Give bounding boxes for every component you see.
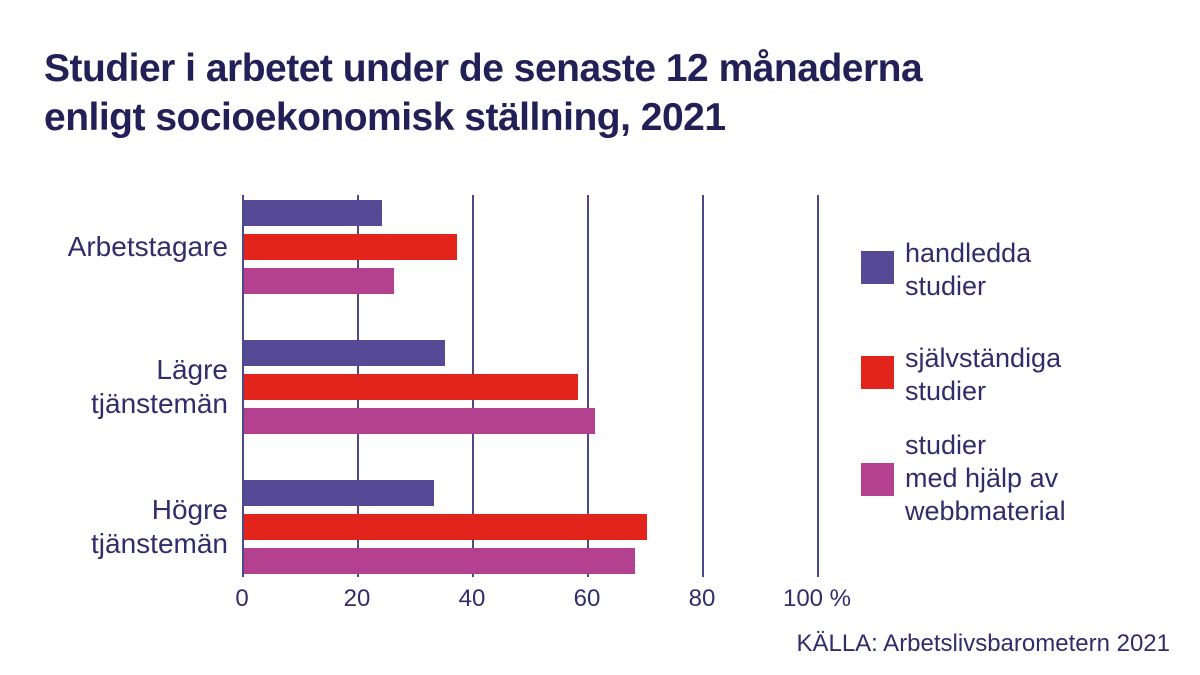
legend-label-line: studier <box>905 271 987 301</box>
x-tick-label-20: 20 <box>343 585 371 612</box>
chart-title-line1: Studier i arbetet under de senaste 12 må… <box>44 47 923 90</box>
legend-label-line: webbmaterial <box>905 496 1066 526</box>
legend-swatch-pink <box>861 463 894 496</box>
legend-swatch-red <box>861 356 894 389</box>
x-tick-label-40: 40 <box>458 585 486 612</box>
gridline-0 <box>242 195 244 577</box>
gridline-80 <box>702 195 704 577</box>
chart-title: Studier i arbetet under de senaste 12 må… <box>44 44 1164 142</box>
source-caption: KÄLLA: Arbetslivsbarometern 2021 <box>796 630 1170 657</box>
bar-handledda-högre-tjänstemän <box>244 480 434 506</box>
x-tick-label-60: 60 <box>573 585 601 612</box>
legend-label-line: studier <box>905 430 987 460</box>
bar-studier-lägre-tjänstemän <box>244 408 595 434</box>
bar-studier-arbetstagare <box>244 268 394 294</box>
legend-label-line: med hjälp av <box>905 463 1059 493</box>
x-tick-label-80: 80 <box>688 585 716 612</box>
legend-label-line: självständiga <box>905 343 1062 373</box>
legend-label-handledda: handledda studier <box>905 237 1031 303</box>
legend-label-självständiga: självständiga studier <box>905 342 1061 408</box>
legend-swatch-purple <box>861 251 894 284</box>
gridline-100 <box>817 195 819 577</box>
legend-label-line: handledda <box>905 238 1032 268</box>
category-label-högre-tjänstemän: Högre tjänstemän <box>91 494 228 559</box>
legend-label-studier: studier med hjälp av webbmaterial <box>905 429 1066 528</box>
plot-area: 0 20 40 60 80 100 % <box>235 195 851 612</box>
x-tick-label-100: 100 % <box>782 585 852 612</box>
legend-label-line: studier <box>905 376 987 406</box>
bar-handledda-arbetstagare <box>244 200 382 226</box>
bar-självständiga-lägre-tjänstemän <box>244 374 578 400</box>
bar-självständiga-högre-tjänstemän <box>244 514 647 540</box>
gridline-60 <box>587 195 589 577</box>
category-label-lägre-tjänstemän: Lägre tjänstemän <box>91 354 228 419</box>
bar-handledda-lägre-tjänstemän <box>244 340 446 366</box>
bar-självständiga-arbetstagare <box>244 234 457 260</box>
x-tick-label-0: 0 <box>235 585 249 612</box>
bar-studier-högre-tjänstemän <box>244 548 635 574</box>
category-label-arbetstagare: Arbetstagare <box>67 231 228 262</box>
chart-title-line2: enligt socioekonomisk ställning, 2021 <box>44 96 726 139</box>
